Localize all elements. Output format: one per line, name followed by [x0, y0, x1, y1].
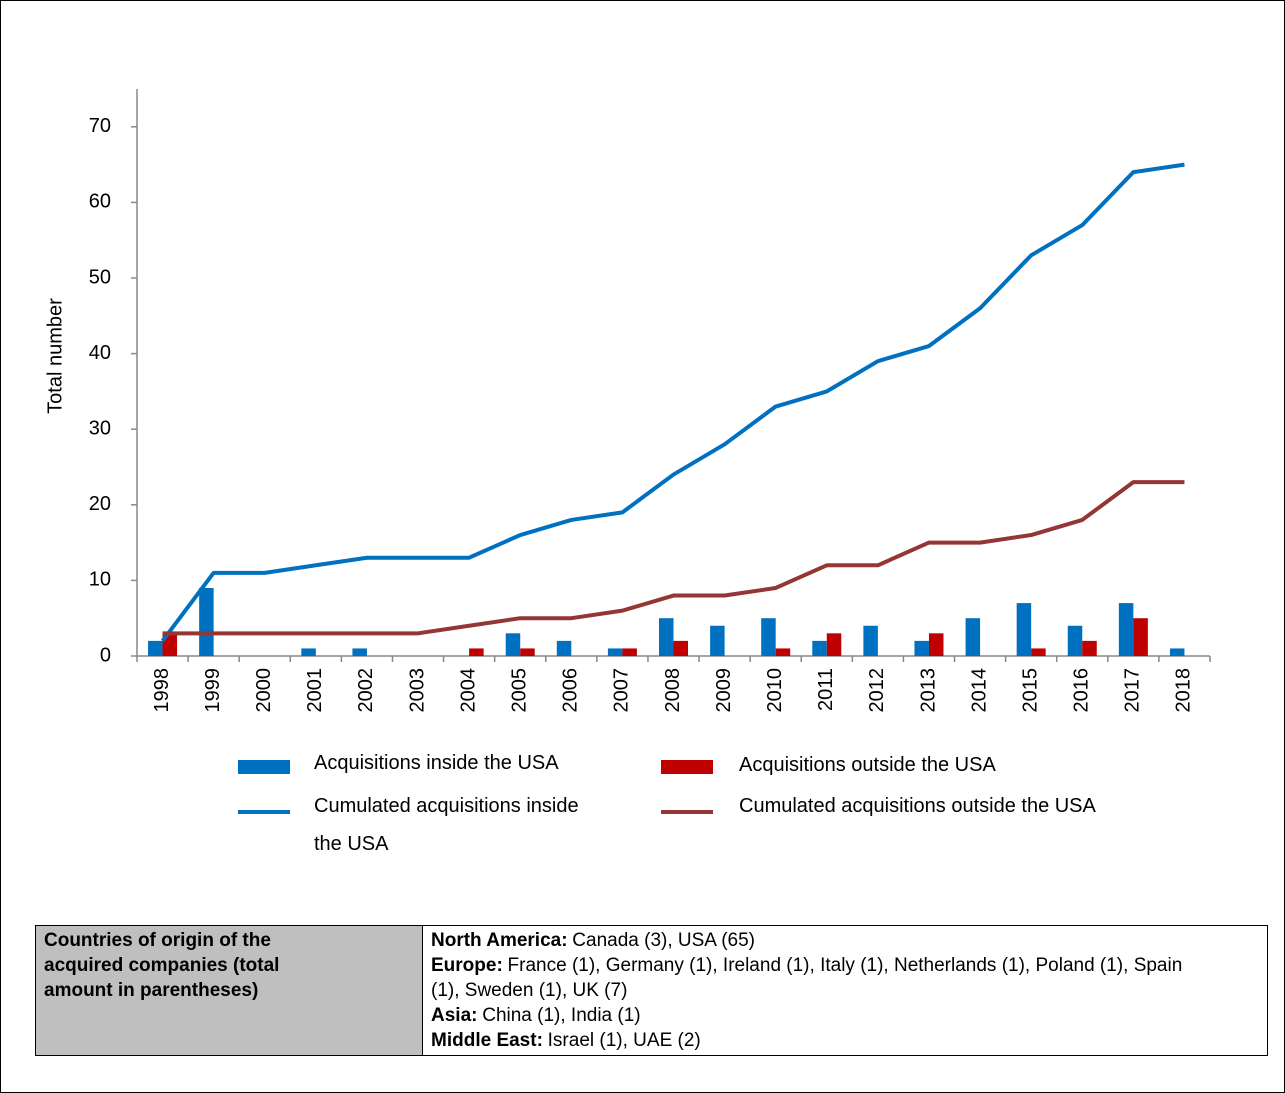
x-tick-label: 2010 — [764, 668, 786, 713]
x-tick-label: 2001 — [304, 668, 326, 713]
x-tick-label: 2009 — [713, 668, 735, 713]
region-row: Asia: China (1), India (1) — [431, 1003, 1191, 1028]
bar — [556, 640, 572, 656]
bar — [607, 648, 623, 656]
chart: Total number 0 10 20 30 40 50 60 70 1998 1999 2000… — [44, 89, 1211, 814]
bar — [622, 648, 637, 656]
region-countries: Israel (1), UAE (2) — [547, 1030, 701, 1051]
y-tick-label: 40 — [89, 342, 111, 364]
x-tick-label: 2003 — [406, 668, 428, 713]
bar — [352, 648, 367, 656]
bar — [1169, 648, 1185, 656]
legend-label: Cumulated acquisitions outside the USA — [739, 795, 1096, 817]
bar — [812, 640, 827, 656]
region-name: Asia: — [431, 1005, 478, 1026]
bar — [1067, 625, 1083, 656]
origin-table: Countries of origin of the acquired comp… — [35, 925, 1268, 1056]
region-countries: China (1), India (1) — [482, 1005, 641, 1026]
x-tick-label: 1998 — [151, 668, 173, 713]
x-tick-label: 2016 — [1071, 668, 1093, 713]
x-tick-label: 2002 — [355, 668, 377, 713]
x-tick-label: 2018 — [1173, 668, 1195, 713]
cell-text: North America: Canada (3), USA (65) Europe… — [431, 928, 1191, 1053]
y-tick-label: 70 — [89, 115, 111, 137]
x-tick-label: 2004 — [457, 668, 479, 713]
bar — [914, 640, 929, 656]
line — [162, 480, 1185, 636]
x-tick-label: 2013 — [917, 668, 939, 713]
bar — [1031, 648, 1046, 656]
legend-label: Cumulated acquisitions inside the USA — [314, 795, 579, 855]
region-countries: Canada (3), USA (65) — [572, 930, 755, 951]
table-row: Countries of origin of the acquired comp… — [35, 925, 1268, 1056]
x-tick-label: 2015 — [1019, 668, 1041, 713]
bar — [1082, 640, 1097, 656]
bar — [863, 625, 878, 656]
header-text: Countries of origin of the acquired comp… — [44, 930, 280, 1001]
region-name: Middle East: — [431, 1030, 543, 1051]
y-tick-label: 10 — [89, 569, 111, 591]
legend-swatch — [661, 760, 713, 774]
bar — [148, 640, 163, 656]
y-axis-label: Total number — [44, 298, 66, 414]
bar — [520, 648, 535, 656]
x-tick-label: 2012 — [866, 668, 888, 713]
bar — [673, 640, 688, 656]
bar — [1118, 603, 1134, 656]
y-tick-label: 30 — [89, 417, 111, 439]
region-row: North America: Canada (3), USA (65) — [431, 928, 1191, 953]
region-name: North America: — [431, 930, 568, 951]
x-tick-label: 2008 — [662, 668, 684, 713]
region-name: Europe: — [431, 955, 503, 976]
x-tick-label: 2007 — [611, 668, 633, 713]
x-tick-label: 2005 — [508, 668, 530, 713]
bar — [505, 633, 521, 656]
bar — [659, 618, 674, 656]
legend-label: Acquisitions inside the USA — [314, 752, 559, 774]
table-header: Countries of origin of the acquired comp… — [35, 925, 423, 1056]
x-tick-label: 2017 — [1122, 668, 1144, 713]
x-tick-label: 2011 — [815, 668, 837, 711]
bar — [826, 633, 842, 656]
x-tick-label: 2006 — [560, 668, 582, 713]
bar — [761, 618, 776, 656]
bar — [928, 633, 944, 656]
table-cell: North America: Canada (3), USA (65) Europe… — [422, 925, 1268, 1056]
y-tick-label: 0 — [100, 644, 111, 666]
bar — [775, 648, 791, 656]
region-row: Middle East: Israel (1), UAE (2) — [431, 1028, 1191, 1053]
region-countries: France (1), Germany (1), Ireland (1), It… — [431, 955, 1183, 1001]
bar — [301, 648, 316, 656]
y-tick-label: 20 — [89, 493, 111, 515]
bar — [199, 587, 214, 656]
legend-swatch — [238, 760, 290, 774]
bar — [710, 625, 725, 656]
bar — [469, 648, 484, 656]
y-tick-label: 60 — [89, 191, 111, 213]
bar — [1016, 603, 1032, 656]
bar — [1133, 618, 1148, 656]
y-tick-label: 50 — [89, 266, 111, 288]
legend-label: Acquisitions outside the USA — [739, 754, 996, 776]
line — [160, 162, 1185, 643]
region-row: Europe: France (1), Germany (1), Ireland … — [431, 953, 1191, 1003]
x-tick-label: 2014 — [968, 668, 990, 713]
x-tick-label: 2000 — [253, 668, 275, 713]
bar — [965, 618, 981, 656]
x-tick-label: 1999 — [202, 668, 224, 713]
